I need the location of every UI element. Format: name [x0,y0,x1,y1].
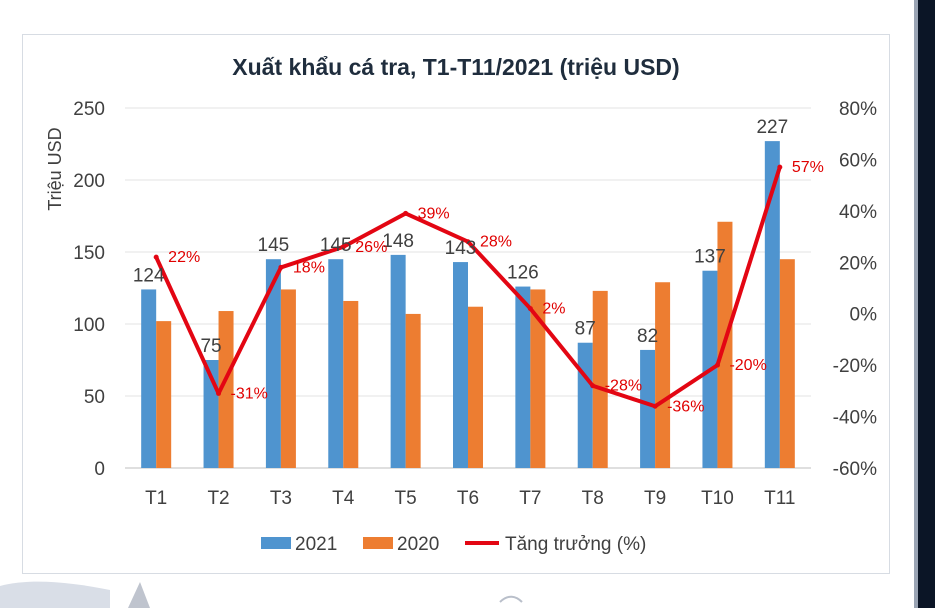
y-tick-label: 100 [73,315,105,336]
bar-2021 [515,286,531,468]
growth-label: 57% [792,159,824,176]
growth-label: 28% [480,234,512,251]
bar-2020 [779,259,795,468]
legend-label: 2020 [397,534,439,555]
growth-label: 18% [293,259,325,276]
y2-tick-label: 80% [839,99,877,120]
y-tick-label: 250 [73,99,105,120]
bar-2021 [265,259,281,468]
axis-tick-group: 0 50 100 150 200 250 -60% -40% -20% 0% 20% 40% 60% 80… [73,99,877,509]
gridlines [125,107,811,469]
x-tick-label: T5 [395,488,417,509]
y2-tick-label: 60% [839,150,877,171]
bar-value-label: 227 [756,117,788,138]
x-tick-label: T9 [644,488,666,509]
growth-label: 26% [355,239,387,256]
bar-2020 [156,321,172,468]
chart-title: Xuất khẩu cá tra, T1-T11/2021 (triệu USD… [232,54,679,80]
bar-2021 [390,254,406,468]
decorative-artwork [0,581,523,608]
growth-label: -20% [729,357,766,374]
growth-point [465,239,471,245]
x-tick-label: T8 [582,488,604,509]
bar-2021 [328,259,344,468]
data-label-group: 124 75 145 145 148 143 126 87 82 137 227 22% -31% 18%… [133,117,824,415]
growth-point [652,403,658,409]
growth-line-group [153,164,783,409]
x-tick-label: T7 [519,488,541,509]
legend: 2021 2020 Tăng trưởng (%) [261,534,646,555]
bar-2020 [405,313,421,468]
bar-2021 [577,342,593,468]
chart-svg: Xuất khẩu cá tra, T1-T11/2021 (triệu USD… [45,54,877,555]
growth-label: 2% [542,301,565,318]
x-tick-label: T3 [270,488,292,509]
x-tick-label: T4 [332,488,355,509]
bar-2021 [764,141,780,468]
y2-tick-label: 20% [839,253,877,274]
y2-tick-label: 40% [839,202,877,223]
growth-label: 22% [168,249,200,266]
bar-2020 [530,289,546,468]
bar-value-label: 75 [200,336,221,357]
x-tick-label: T6 [457,488,479,509]
bar-2020 [343,300,359,468]
growth-point [403,210,409,216]
bar-value-label: 145 [258,235,290,256]
y2-tick-label: -60% [833,459,877,480]
bar-value-label: 145 [320,235,352,256]
y2-tick-label: -40% [833,408,877,429]
growth-point [340,244,346,250]
y2-tick-label: -20% [833,356,877,377]
x-tick-label: T1 [145,488,167,509]
chart-panel: Xuất khẩu cá tra, T1-T11/2021 (triệu USD… [22,34,890,574]
growth-label: -31% [231,385,268,402]
bar-value-label: 148 [382,231,414,252]
growth-label: 39% [418,205,450,222]
bar-group [141,141,795,468]
bar-2020 [280,289,296,468]
x-tick-label: T2 [207,488,229,509]
y-axis-title: Triệu USD [45,127,65,210]
bar-value-label: 124 [133,265,165,286]
growth-point [216,390,222,396]
legend-swatch [363,537,393,549]
bar-2020 [468,306,483,468]
bar-2020 [655,282,671,468]
bar-value-label: 143 [445,238,477,259]
bar-2021 [453,262,468,468]
bar-value-label: 126 [507,263,539,284]
y-tick-label: 150 [73,243,105,264]
bar-2020 [592,290,608,468]
bar-2021 [141,289,157,468]
growth-point [590,383,596,389]
legend-label: Tăng trưởng (%) [505,534,646,555]
bar-value-label: 87 [575,319,596,340]
growth-label: -36% [667,398,704,415]
bar-2020 [218,311,234,468]
growth-point [527,306,533,312]
slide-border [914,0,918,608]
slide-dark-edge [918,0,935,608]
growth-label: -28% [605,378,642,395]
growth-point [153,254,159,260]
bar-value-label: 137 [694,247,726,268]
y-tick-label: 50 [84,387,105,408]
growth-point [777,164,783,170]
x-tick-label: T10 [701,488,734,509]
legend-swatch [261,537,291,549]
growth-point [278,264,284,270]
x-tick-label: T11 [764,488,795,509]
bar-value-label: 82 [637,326,658,347]
growth-point [714,362,720,368]
y2-tick-label: 0% [850,305,878,326]
legend-label: 2021 [295,534,337,555]
y-tick-label: 200 [73,171,105,192]
bar-2021 [640,349,656,468]
y-tick-label: 0 [94,459,105,480]
